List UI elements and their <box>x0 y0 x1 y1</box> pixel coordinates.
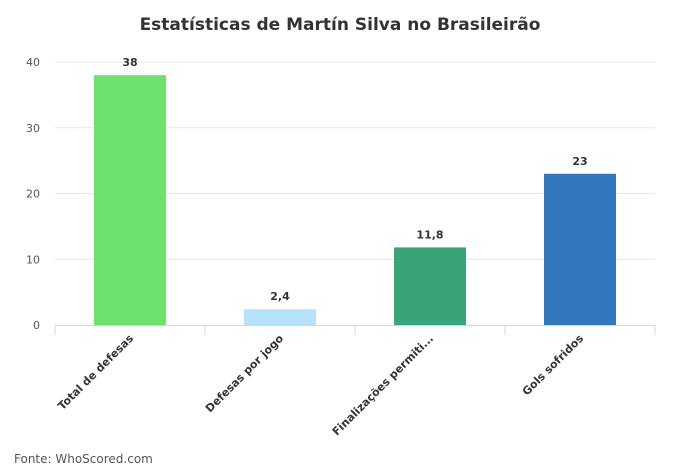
data-label: 38 <box>122 56 137 69</box>
y-tick-label: 10 <box>26 253 40 266</box>
x-tick-label: Defesas por jogo <box>203 332 286 415</box>
y-tick-label: 30 <box>26 122 40 135</box>
bar <box>394 247 466 325</box>
bars: 38 2,4 11,8 23 <box>94 56 616 326</box>
x-axis: Total de defesas Defesas por jogo Finaliza… <box>54 325 656 438</box>
bar <box>244 309 316 325</box>
data-label: 2,4 <box>270 290 290 303</box>
y-tick-label: 20 <box>26 188 40 201</box>
x-tick-label: Finalizações permiti... <box>330 332 436 438</box>
x-tick-label: Total de defesas <box>55 332 136 413</box>
y-tick-label: 40 <box>26 56 40 69</box>
source-note: Fonte: WhoScored.com <box>14 452 153 466</box>
y-tick-label: 0 <box>33 319 40 332</box>
bar <box>544 173 616 325</box>
x-tick-label: Gols sofridos <box>520 332 587 399</box>
data-label: 11,8 <box>416 228 443 241</box>
bar <box>94 75 166 326</box>
chart-title: Estatísticas de Martín Silva no Brasilei… <box>140 15 541 35</box>
data-label: 23 <box>572 155 587 168</box>
